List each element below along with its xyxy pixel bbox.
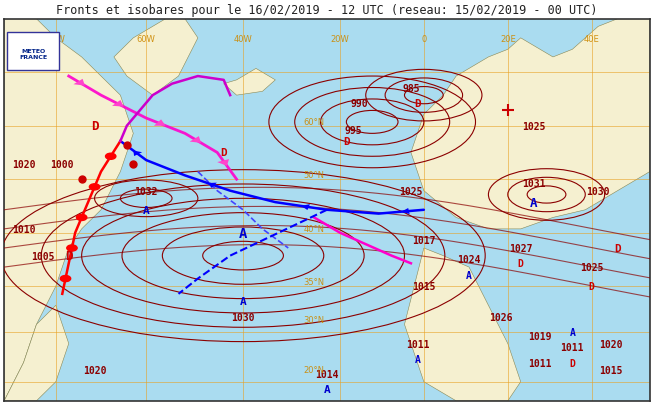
Text: 40W: 40W <box>233 35 252 44</box>
Polygon shape <box>112 101 124 107</box>
Text: A: A <box>239 226 247 240</box>
Text: 1020: 1020 <box>83 365 107 375</box>
Text: 40E: 40E <box>584 35 600 44</box>
Text: 1010: 1010 <box>12 224 35 234</box>
Polygon shape <box>73 80 85 86</box>
Text: D: D <box>518 259 524 269</box>
Text: 1015: 1015 <box>599 365 623 375</box>
Text: 20W: 20W <box>330 35 349 44</box>
Text: A: A <box>530 196 538 209</box>
Text: 1011: 1011 <box>560 343 584 352</box>
Text: D: D <box>343 136 350 147</box>
Title: Fronts et isobares pour le 16/02/2019 - 12 UTC (reseau: 15/02/2019 - 00 UTC): Fronts et isobares pour le 16/02/2019 - … <box>56 4 598 17</box>
Polygon shape <box>4 20 133 401</box>
Text: 1025: 1025 <box>580 262 604 273</box>
Text: 0: 0 <box>421 35 426 44</box>
Text: 20E: 20E <box>500 35 515 44</box>
Polygon shape <box>4 305 69 401</box>
Text: A: A <box>324 384 330 394</box>
Text: A: A <box>466 270 472 280</box>
Text: 1017: 1017 <box>412 236 436 246</box>
Polygon shape <box>301 205 310 211</box>
Text: 1000: 1000 <box>50 160 74 170</box>
Text: 1030: 1030 <box>587 186 610 196</box>
Text: D: D <box>91 120 98 133</box>
Text: 1030: 1030 <box>232 312 255 322</box>
Text: 1019: 1019 <box>528 331 552 341</box>
Text: 1024: 1024 <box>457 255 481 265</box>
Polygon shape <box>404 248 521 401</box>
Text: 1014: 1014 <box>315 369 339 379</box>
Text: D: D <box>614 243 621 254</box>
Polygon shape <box>114 20 198 96</box>
Text: 1011: 1011 <box>405 339 429 349</box>
Text: A: A <box>143 205 150 215</box>
Text: A: A <box>239 297 247 307</box>
Polygon shape <box>207 183 217 188</box>
Text: 1020: 1020 <box>12 160 35 170</box>
Text: 1015: 1015 <box>412 281 436 292</box>
Circle shape <box>67 245 77 252</box>
Text: 1026: 1026 <box>490 312 513 322</box>
Polygon shape <box>154 120 165 126</box>
FancyBboxPatch shape <box>7 33 59 71</box>
Text: D: D <box>65 249 73 262</box>
Text: 60W: 60W <box>137 35 156 44</box>
Text: METEO
FRANCE: METEO FRANCE <box>19 48 47 60</box>
Text: 990: 990 <box>351 98 368 109</box>
Text: 50°N: 50°N <box>303 171 324 180</box>
Text: 1005: 1005 <box>31 251 55 261</box>
Text: 1020: 1020 <box>599 339 623 349</box>
Text: A: A <box>415 354 421 364</box>
Text: D: D <box>570 358 576 368</box>
Text: 1027: 1027 <box>509 243 532 254</box>
Circle shape <box>77 215 87 221</box>
Polygon shape <box>133 151 142 157</box>
Text: 1025: 1025 <box>399 186 422 196</box>
Text: D: D <box>220 148 227 158</box>
Text: 1032: 1032 <box>135 186 158 196</box>
Text: 1031: 1031 <box>522 179 545 189</box>
Text: 80W: 80W <box>46 35 65 44</box>
Circle shape <box>105 154 116 160</box>
Text: 35°N: 35°N <box>303 277 324 286</box>
Polygon shape <box>411 20 650 229</box>
Text: D: D <box>589 281 594 292</box>
Text: 20°N: 20°N <box>303 365 324 374</box>
Circle shape <box>60 276 71 282</box>
Text: 60°N: 60°N <box>303 117 324 126</box>
Polygon shape <box>224 69 275 96</box>
Text: D: D <box>414 98 421 109</box>
Circle shape <box>90 184 99 190</box>
Text: 40°N: 40°N <box>303 224 324 233</box>
Text: 995: 995 <box>344 125 362 135</box>
Polygon shape <box>217 160 229 166</box>
Text: 985: 985 <box>402 83 420 93</box>
Text: 30°N: 30°N <box>303 315 324 325</box>
Text: A: A <box>570 327 576 337</box>
Text: 1011: 1011 <box>528 358 552 368</box>
Polygon shape <box>402 209 409 215</box>
Text: 1025: 1025 <box>522 122 545 131</box>
Polygon shape <box>190 137 201 143</box>
